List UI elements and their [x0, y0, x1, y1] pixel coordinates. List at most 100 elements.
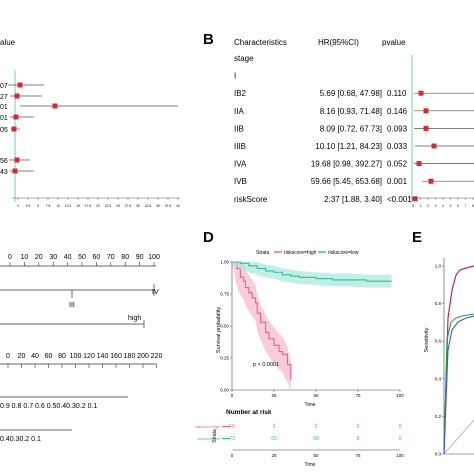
- panel-a-tick-label: 25: [116, 204, 120, 208]
- total-tick-label: 40: [31, 353, 39, 360]
- panel-e: E Sensitivity 1.0 0.8 0.6 0.4 0.2 0.0: [412, 229, 474, 457]
- panel-b-tick-label: 0: [412, 204, 414, 208]
- km-x-tick-label: 50: [313, 393, 319, 398]
- risk-x-tick-label: 75: [355, 453, 361, 458]
- row-pvalue: 0.052: [387, 160, 408, 169]
- total-tick-label: 220: [151, 353, 163, 360]
- km-x-tick-label: 0: [231, 393, 234, 398]
- legend-low: riskscore=low: [328, 250, 359, 256]
- stage-label-iii: III: [69, 302, 75, 309]
- roc-y-tick-label: 0.8: [435, 301, 442, 306]
- roc-diagonal: [443, 419, 474, 455]
- estimate-box: [423, 125, 429, 131]
- row-hr: 2.37 [1.88, 3.40]: [324, 195, 382, 204]
- panel-b-tick-label: 6: [457, 204, 459, 208]
- total-tick-label: 20: [18, 353, 26, 360]
- roc-y-tick-label: 1.0: [435, 264, 442, 269]
- points-tick-label: 50: [78, 254, 86, 261]
- risk-value: 65: [271, 436, 277, 442]
- panel-b-axis-ticks: 0 1 2 3 4 5 6 7 8: [412, 198, 474, 208]
- roc-curve-red: [443, 265, 474, 455]
- panel-a-tick-label: 17.5: [85, 204, 91, 208]
- estimate-box: [431, 143, 437, 149]
- km-x-tick-label: 100: [396, 393, 404, 398]
- panel-a-pvalue: 27: [0, 94, 8, 101]
- panel-a-tick-label: 15: [76, 204, 80, 208]
- panel-b-estimates: [412, 90, 474, 202]
- risk-x-tick-label: 100: [396, 453, 404, 458]
- km-y-tick-label: 1.00: [220, 260, 229, 265]
- panel-a-estimate-box: [13, 114, 19, 120]
- points-tick-label: 30: [49, 254, 57, 261]
- panel-d: D Strata riskscore=high riskscore=low Su…: [195, 229, 404, 468]
- panel-a-pvalue: 56: [0, 158, 8, 165]
- panel-a-tick-label: 30: [136, 204, 140, 208]
- risk-value: 0: [357, 424, 360, 430]
- total-tick-label: 0: [6, 353, 10, 360]
- km-y-ticks: 1.00 0.75 0.50 0.25 0.00: [220, 260, 232, 393]
- km-ci-band: [232, 262, 392, 288]
- panel-b-tick-label: 1: [420, 204, 422, 208]
- panel-a-tick-label: 10: [56, 204, 60, 208]
- panel-b-tick-label: 3: [435, 204, 437, 208]
- panel-a-pvalue: 01: [0, 115, 8, 122]
- row-hr: 19.68 [0.98, 392.27]: [311, 160, 382, 169]
- panel-b-letter: B: [203, 31, 214, 48]
- estimate-box: [428, 178, 434, 184]
- panel-a-tick-label: 5: [37, 204, 39, 208]
- row-label: stage: [234, 54, 254, 63]
- roc-curve-blue: [443, 315, 474, 455]
- panel-a-tick-label: 32.5: [145, 204, 151, 208]
- panel-b-tick-label: 2: [427, 204, 429, 208]
- roc-y-tick-label: 0.4: [435, 376, 442, 381]
- row-label: IB2: [234, 89, 247, 98]
- risk-value: 73: [229, 436, 235, 442]
- panel-a-estimate-box: [14, 93, 20, 99]
- row-hr: 8.16 [0.93, 71.48]: [320, 107, 382, 116]
- points-tick-label: 80: [121, 254, 129, 261]
- risk-value: 0: [399, 436, 402, 442]
- km-series-line: [232, 261, 292, 380]
- panel-a-estimate-box: [14, 157, 20, 163]
- points-tick-label: 100: [148, 254, 160, 261]
- risk-value: 3: [273, 424, 276, 430]
- row-label: IVB: [234, 177, 247, 186]
- panel-a-tick-label: 20: [96, 204, 100, 208]
- km-x-ticks: 0 25 50 75 100: [231, 390, 404, 398]
- panel-a-tick-label: 22.5: [105, 204, 111, 208]
- total-tick-label: 100: [70, 353, 82, 360]
- total-tick-label: 180: [124, 353, 136, 360]
- roc-y-tick-label: 0.0: [435, 452, 442, 457]
- km-y-tick-label: 0.50: [220, 324, 229, 329]
- risk-table: riskscore=high 50 3 0 0 0 riskscore=low 73 65 58 8…: [195, 424, 401, 442]
- row-pvalue: 0.093: [387, 124, 408, 133]
- km-curves: [232, 261, 392, 390]
- panel-a-estimate-box: [11, 126, 17, 132]
- panel-a-tick-label: 12.5: [65, 204, 71, 208]
- km-ylabel: Survival probability: [216, 307, 222, 353]
- row-pvalue: 0.001: [387, 177, 408, 186]
- points-tick-label: 60: [93, 254, 101, 261]
- panel-a-header: alue: [0, 38, 16, 47]
- estimate-box: [423, 108, 429, 114]
- risk-label-high: high: [128, 315, 141, 322]
- points-tick-label: 20: [35, 254, 43, 261]
- risk-row-name: riskscore=high: [195, 425, 220, 429]
- row-pvalue: 0.110: [387, 89, 407, 98]
- panel-a-tick-label: 27.5: [125, 204, 131, 208]
- panel-a-estimates: [8, 82, 178, 174]
- header-hr: HR(95%CI): [318, 38, 359, 47]
- total-tick-label: 80: [58, 353, 66, 360]
- km-x-tick-label: 75: [355, 393, 361, 398]
- panel-d-letter: D: [203, 229, 214, 246]
- km-pvalue: p < 0.0001: [253, 362, 279, 368]
- panel-a-tick-label: 35: [156, 204, 160, 208]
- risk-table-title: Number at risk: [226, 409, 272, 416]
- panel-a-tick-label: 2.5: [26, 204, 31, 208]
- row-hr: 59.66 [5.45, 653.68]: [311, 177, 382, 186]
- panel-a-pvalues: 07 27 01 01 05 56 43: [0, 83, 8, 176]
- row-hr: 5.69 [0.68, 47.98]: [320, 89, 382, 98]
- panel-b-tick-label: 7: [465, 204, 467, 208]
- panel-a: alue 07 27 01 01 05 56 43 0 2.5 5 7.5 10 12.5 15 17.5…: [0, 38, 180, 208]
- risk-row-name: riskscore=low: [197, 437, 220, 441]
